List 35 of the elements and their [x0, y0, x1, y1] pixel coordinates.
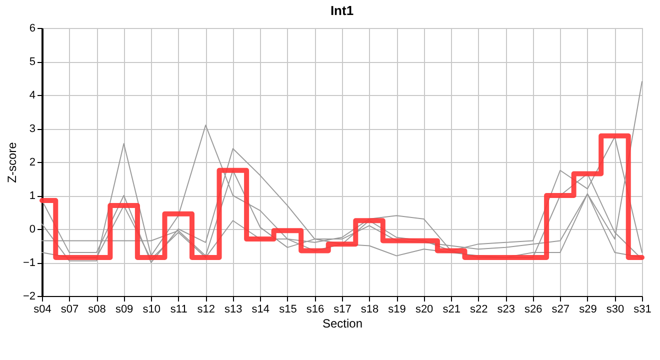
- chart-title: Int1: [330, 3, 354, 18]
- x-tick-label: s19: [388, 304, 406, 316]
- x-axis-title: Section: [322, 316, 363, 330]
- x-tick-label: s30: [606, 304, 624, 316]
- y-tick-label: −2: [22, 290, 36, 302]
- y-tick-label: 6: [29, 22, 36, 34]
- x-tick-label: s18: [360, 304, 379, 316]
- x-tick-label: s21: [442, 304, 460, 316]
- x-tick-label: s12: [197, 304, 216, 316]
- x-tick-label: s29: [579, 304, 597, 316]
- y-tick-label: 1: [29, 190, 36, 202]
- x-tick-label: s10: [142, 304, 160, 316]
- x-tick-label: s17: [334, 304, 352, 316]
- x-tick-label: s04: [34, 304, 52, 316]
- x-tick-label: s09: [115, 304, 134, 316]
- x-tick-label: s27: [552, 304, 570, 316]
- x-tick-label: s26: [524, 304, 542, 316]
- y-tick-label: 4: [29, 90, 36, 102]
- x-tick-label: s08: [88, 304, 106, 316]
- y-tick-label: 0: [29, 224, 36, 236]
- y-tick-label: 2: [29, 156, 36, 168]
- y-tick-label: 3: [29, 123, 36, 135]
- x-tick-label: s31: [634, 304, 652, 316]
- x-tick-label: s13: [224, 304, 242, 316]
- x-tick-label: s07: [60, 304, 79, 316]
- x-tick-label: s15: [279, 304, 297, 316]
- x-tick-label: s14: [252, 304, 270, 316]
- y-axis-title: Z-score: [4, 142, 19, 183]
- x-tick-label: s23: [497, 304, 516, 316]
- y-tick-label: 5: [29, 56, 36, 68]
- x-tick-label: s20: [415, 304, 434, 316]
- y-tick-label: −1: [22, 257, 36, 269]
- x-tick-label: s22: [470, 304, 488, 316]
- x-tick-label: s11: [170, 304, 188, 316]
- x-tick-label: s16: [306, 304, 324, 316]
